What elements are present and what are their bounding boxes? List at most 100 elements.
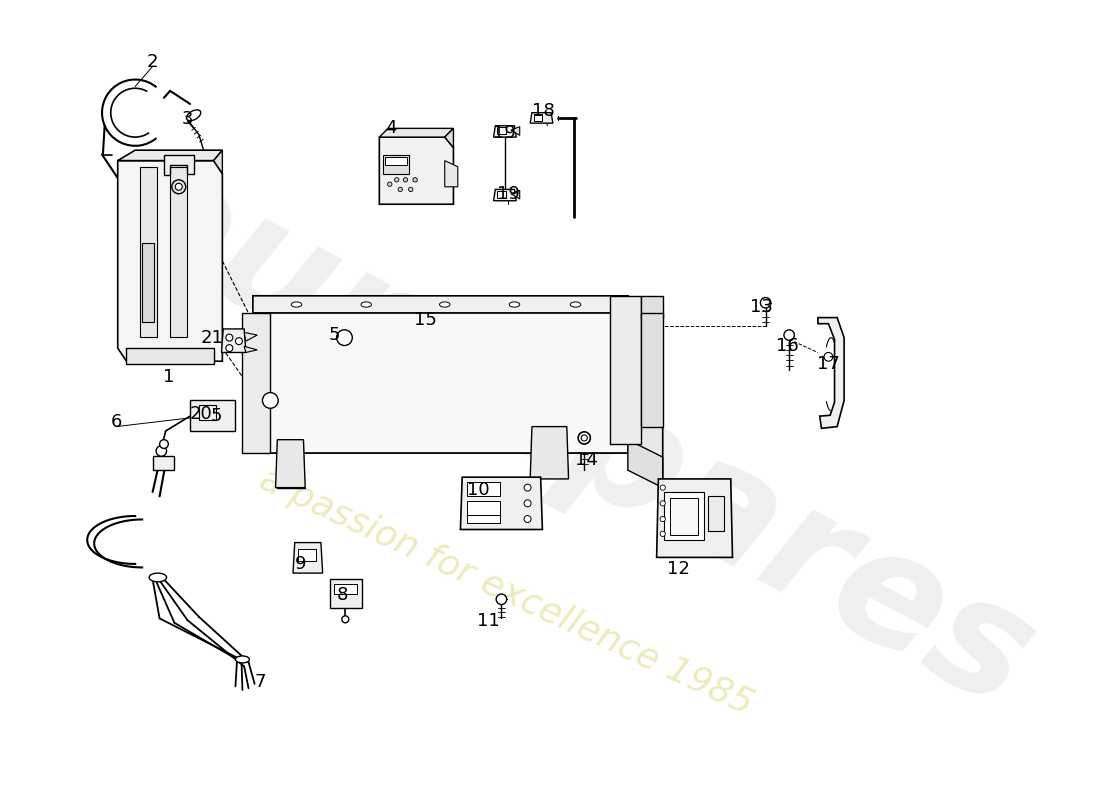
- Bar: [142, 243, 154, 322]
- Polygon shape: [512, 126, 519, 135]
- Circle shape: [404, 178, 408, 182]
- Polygon shape: [461, 477, 542, 530]
- Ellipse shape: [570, 302, 581, 307]
- Bar: [641, 296, 662, 318]
- Bar: [385, 157, 407, 165]
- Polygon shape: [253, 296, 662, 339]
- Circle shape: [395, 178, 399, 182]
- Polygon shape: [494, 126, 516, 137]
- Ellipse shape: [361, 302, 372, 307]
- Text: 10: 10: [466, 482, 490, 499]
- Text: 7: 7: [254, 673, 265, 691]
- Polygon shape: [444, 161, 458, 186]
- Circle shape: [398, 187, 403, 191]
- Polygon shape: [330, 579, 362, 608]
- Text: a passion for excellence 1985: a passion for excellence 1985: [254, 462, 758, 722]
- Polygon shape: [244, 346, 257, 353]
- Circle shape: [660, 485, 666, 490]
- Polygon shape: [242, 314, 271, 453]
- Text: 18: 18: [532, 102, 554, 120]
- Ellipse shape: [172, 180, 186, 194]
- Bar: [383, 154, 409, 174]
- Text: 6: 6: [110, 414, 122, 431]
- Polygon shape: [253, 314, 628, 453]
- Circle shape: [412, 178, 417, 182]
- Circle shape: [342, 616, 349, 623]
- Polygon shape: [628, 296, 662, 479]
- Ellipse shape: [150, 573, 166, 582]
- Circle shape: [387, 182, 392, 186]
- Circle shape: [524, 515, 531, 522]
- Text: 15: 15: [414, 311, 437, 330]
- Text: 3: 3: [182, 110, 194, 128]
- Text: 8: 8: [337, 586, 349, 604]
- Polygon shape: [164, 154, 194, 175]
- Text: 14: 14: [575, 450, 598, 469]
- Circle shape: [581, 435, 587, 441]
- Text: 5: 5: [328, 326, 340, 344]
- Bar: [466, 501, 499, 514]
- Polygon shape: [379, 137, 453, 204]
- Text: 12: 12: [667, 560, 690, 578]
- Polygon shape: [118, 161, 222, 361]
- Polygon shape: [190, 401, 235, 431]
- Polygon shape: [818, 318, 844, 428]
- Circle shape: [524, 484, 531, 491]
- Circle shape: [524, 500, 531, 507]
- Circle shape: [784, 330, 794, 340]
- Polygon shape: [257, 329, 659, 434]
- Polygon shape: [153, 456, 175, 470]
- Polygon shape: [199, 405, 217, 420]
- Polygon shape: [379, 128, 453, 137]
- Polygon shape: [444, 128, 453, 147]
- Polygon shape: [118, 150, 222, 161]
- Circle shape: [226, 345, 233, 352]
- Circle shape: [226, 334, 233, 341]
- Text: 21: 21: [200, 329, 223, 346]
- Text: 20: 20: [189, 405, 212, 422]
- Ellipse shape: [175, 183, 183, 190]
- Text: eurospares: eurospares: [94, 130, 1058, 741]
- Polygon shape: [628, 440, 662, 488]
- Polygon shape: [530, 426, 569, 479]
- Text: 2: 2: [147, 53, 158, 71]
- Text: 16: 16: [777, 338, 799, 355]
- Text: 19: 19: [497, 185, 520, 202]
- Text: 5: 5: [210, 407, 222, 425]
- Ellipse shape: [292, 302, 301, 307]
- Ellipse shape: [509, 302, 519, 307]
- Bar: [466, 482, 499, 496]
- Bar: [534, 114, 542, 122]
- Bar: [298, 549, 316, 561]
- Text: 9: 9: [295, 555, 307, 574]
- Ellipse shape: [187, 110, 200, 121]
- Bar: [708, 496, 724, 531]
- Ellipse shape: [263, 393, 278, 408]
- Polygon shape: [276, 440, 305, 488]
- Polygon shape: [213, 150, 222, 174]
- Bar: [641, 314, 662, 426]
- Circle shape: [824, 353, 833, 361]
- Circle shape: [660, 531, 666, 537]
- Bar: [170, 166, 187, 337]
- Polygon shape: [657, 479, 733, 558]
- Circle shape: [760, 298, 771, 308]
- Polygon shape: [221, 329, 246, 353]
- Circle shape: [160, 440, 168, 449]
- Bar: [126, 348, 213, 364]
- Polygon shape: [530, 113, 553, 123]
- Text: 19: 19: [493, 124, 516, 142]
- Bar: [664, 492, 704, 540]
- Text: 11: 11: [477, 612, 499, 630]
- Circle shape: [408, 187, 412, 191]
- Polygon shape: [494, 190, 516, 201]
- Text: 1: 1: [163, 368, 174, 386]
- Ellipse shape: [337, 330, 352, 346]
- Circle shape: [496, 594, 507, 605]
- Text: 4: 4: [385, 119, 396, 138]
- Text: 17: 17: [817, 355, 840, 373]
- Text: 13: 13: [750, 298, 772, 316]
- Polygon shape: [293, 542, 322, 573]
- Bar: [497, 191, 506, 198]
- Polygon shape: [610, 296, 641, 444]
